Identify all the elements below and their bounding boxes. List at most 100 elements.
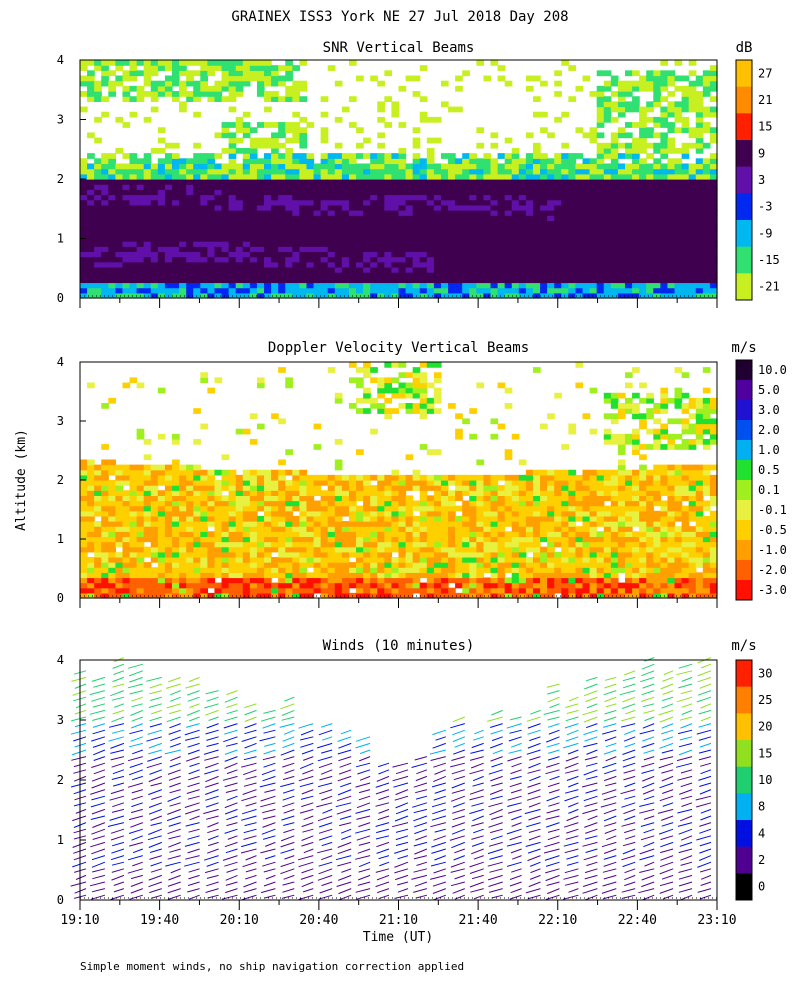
field-cell (532, 469, 541, 476)
field-cell (667, 101, 676, 108)
field-cell (87, 515, 95, 522)
field-cell (462, 474, 470, 481)
field-cell (440, 495, 449, 502)
field-cell (617, 168, 626, 175)
field-cell (582, 577, 591, 584)
field-cell (172, 80, 180, 87)
field-cell (511, 194, 520, 201)
field-cell (603, 142, 612, 149)
field-cell (568, 423, 577, 430)
field-cell (660, 287, 669, 294)
field-cell (299, 210, 308, 216)
field-cell (200, 261, 208, 268)
field-cell (653, 163, 661, 170)
field-cell (285, 531, 293, 538)
field-cell (271, 541, 279, 548)
field-cell (632, 225, 640, 232)
field-cell (610, 173, 619, 180)
field-cell (476, 142, 485, 149)
field-cell (214, 96, 223, 102)
field-cell (582, 510, 591, 517)
field-cell (150, 551, 159, 558)
field-cell (242, 480, 251, 486)
field-cell (540, 567, 548, 573)
field-cell (278, 235, 286, 242)
field-cell (306, 189, 315, 196)
field-cell (433, 179, 442, 185)
field-cell (391, 480, 400, 486)
field-cell (547, 199, 555, 206)
field-cell (667, 210, 676, 216)
field-cell (639, 111, 647, 118)
field-cell (398, 403, 407, 409)
field-cell (504, 266, 513, 273)
field-cell (150, 515, 159, 522)
field-cell (554, 577, 562, 584)
field-cell (271, 122, 279, 128)
field-cell (249, 531, 258, 538)
field-cell (157, 80, 166, 87)
field-cell (419, 521, 428, 527)
field-cell (214, 266, 223, 273)
field-cell (532, 577, 541, 584)
field-cell (398, 256, 407, 263)
field-cell (398, 505, 407, 512)
field-cell (172, 474, 180, 481)
field-cell (589, 235, 598, 242)
field-cell (632, 246, 640, 253)
field-cell (157, 546, 166, 553)
field-cell (271, 256, 279, 263)
field-cell (271, 582, 279, 589)
field-cell (405, 179, 414, 185)
field-cell (193, 163, 201, 170)
field-cell (476, 495, 485, 502)
field-cell (469, 495, 477, 502)
field-cell (157, 495, 166, 502)
field-cell (476, 210, 485, 216)
field-cell (476, 251, 485, 258)
field-cell (186, 91, 194, 97)
field-cell (448, 572, 456, 579)
field-cell (561, 225, 569, 232)
field-cell (320, 225, 329, 232)
field-cell (554, 480, 562, 486)
field-cell (695, 75, 704, 82)
field-cell (518, 256, 527, 263)
field-cell (200, 577, 208, 584)
field-cell (327, 204, 336, 211)
field-cell (596, 106, 605, 113)
field-cell (164, 515, 173, 522)
field-cell (164, 235, 173, 242)
field-cell (476, 179, 485, 185)
field-cell (285, 449, 293, 455)
field-cell (448, 480, 456, 486)
field-cell (667, 256, 676, 263)
field-cell (150, 70, 159, 77)
field-cell (370, 179, 378, 185)
field-cell (172, 541, 180, 548)
field-cell (490, 210, 499, 216)
field-cell (518, 230, 527, 237)
field-cell (370, 515, 378, 522)
field-cell (568, 556, 577, 563)
field-cell (122, 495, 131, 502)
field-cell (391, 521, 400, 527)
field-cell (150, 251, 159, 258)
field-cell (356, 266, 364, 273)
field-cell (603, 96, 612, 102)
field-cell (532, 531, 541, 538)
field-cell (87, 75, 95, 82)
field-cell (398, 158, 407, 165)
field-cell (469, 282, 477, 289)
field-cell (87, 592, 95, 599)
field-cell (504, 287, 513, 294)
field-cell (136, 572, 145, 579)
field-cell (455, 215, 463, 221)
field-cell (391, 567, 400, 573)
field-cell (639, 210, 647, 216)
field-cell (214, 194, 223, 201)
field-cell (221, 179, 230, 185)
field-cell (278, 75, 286, 82)
field-cell (532, 485, 541, 491)
field-cell (264, 179, 272, 185)
